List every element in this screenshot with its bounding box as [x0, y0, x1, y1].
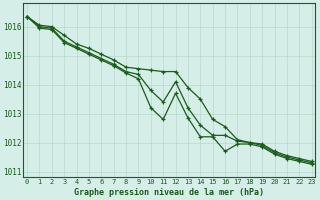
X-axis label: Graphe pression niveau de la mer (hPa): Graphe pression niveau de la mer (hPa)	[74, 188, 264, 197]
